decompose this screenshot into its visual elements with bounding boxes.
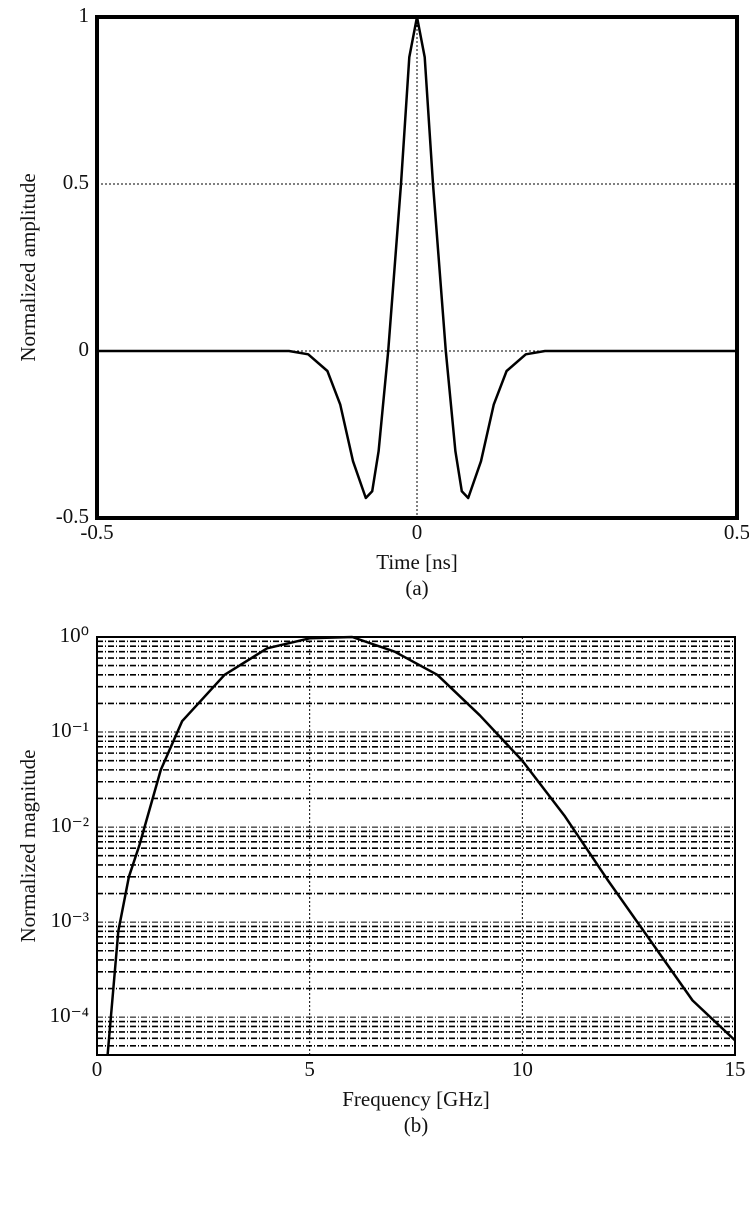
y-tick-label: 0 xyxy=(79,337,90,361)
data-line xyxy=(106,635,736,1056)
x-tick-label: 0 xyxy=(92,1057,103,1081)
y-tick-label: 10⁻¹ xyxy=(51,718,89,742)
x-tick-label: 10 xyxy=(512,1057,533,1081)
caption: (b) xyxy=(404,1113,429,1137)
x-tick-label: 15 xyxy=(725,1057,746,1081)
x-tick-label: 0.5 xyxy=(724,520,749,544)
x-axis-label: Time [ns] xyxy=(376,550,458,574)
x-tick-label: 5 xyxy=(304,1057,315,1081)
x-tick-label: 0 xyxy=(412,520,423,544)
y-tick-label: 10⁻³ xyxy=(51,908,89,932)
x-axis-label: Frequency [GHz] xyxy=(342,1087,490,1111)
caption: (a) xyxy=(405,576,428,600)
y-axis-label: Normalized magnitude xyxy=(16,749,40,942)
y-axis-label: Normalized amplitude xyxy=(16,173,40,361)
y-tick-label: 10⁻⁴ xyxy=(50,1003,89,1027)
y-tick-label: 10⁰ xyxy=(60,623,89,647)
y-tick-label: 1 xyxy=(79,3,90,27)
y-tick-label: -0.5 xyxy=(56,504,89,528)
y-tick-label: 10⁻² xyxy=(51,813,89,837)
plot-frame xyxy=(96,636,736,1056)
y-tick-label: 0.5 xyxy=(63,170,89,194)
x-tick-label: -0.5 xyxy=(80,520,113,544)
data-line xyxy=(97,15,737,500)
